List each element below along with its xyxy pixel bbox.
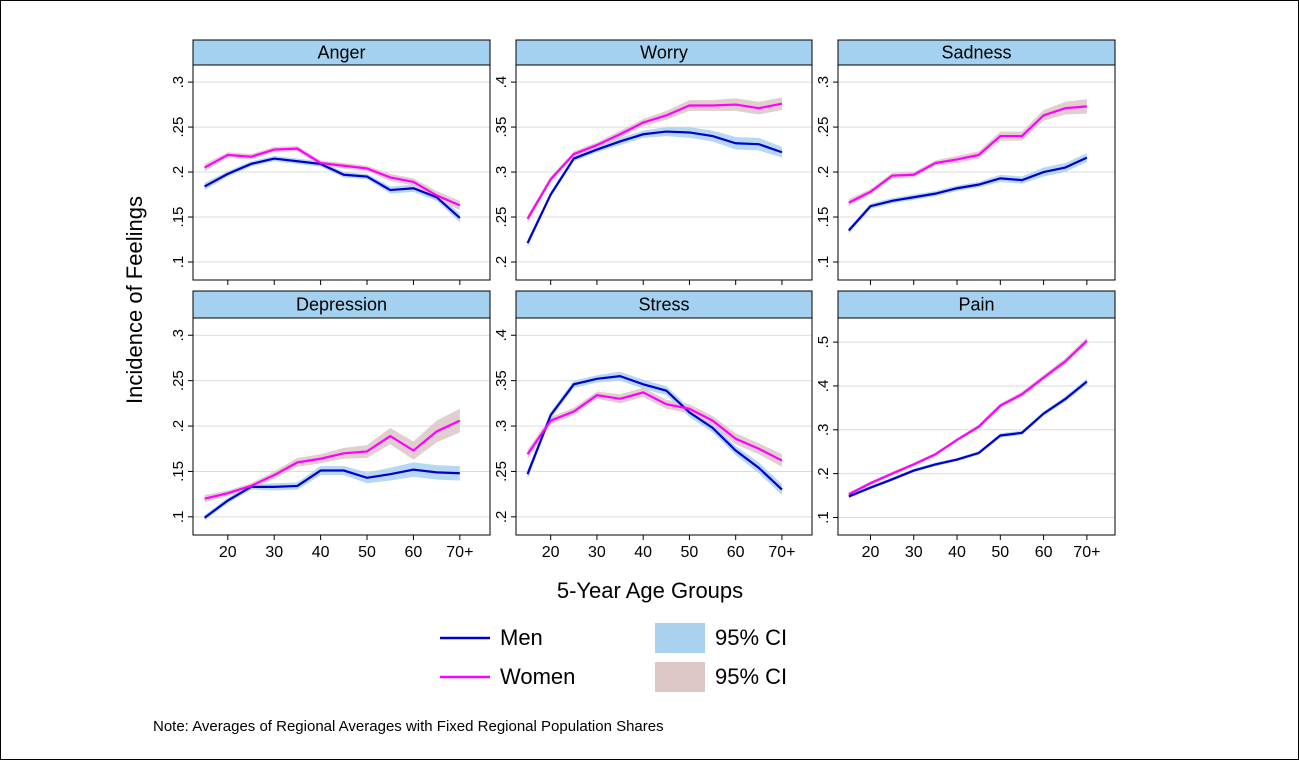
- panel-header: [837, 39, 1116, 66]
- y-tick-label: .5: [815, 336, 832, 349]
- line: [204, 147, 461, 207]
- x-tick-label: 60: [1035, 544, 1053, 561]
- ci-band: [204, 145, 460, 210]
- legend-label: Men: [500, 625, 543, 650]
- y-tick-label: .15: [170, 461, 187, 482]
- panel-title: Depression: [296, 294, 387, 314]
- plot-border: [515, 64, 813, 281]
- ci-band: [527, 97, 782, 223]
- y-tick-label: .1: [815, 511, 832, 524]
- y-tick-label: .1: [815, 256, 832, 269]
- panel-title: Stress: [638, 294, 689, 314]
- y-tick-label: .35: [493, 370, 510, 391]
- x-tick-label: 60: [405, 544, 423, 561]
- y-tick-label: .4: [493, 76, 510, 89]
- y-tick-label: .3: [493, 420, 510, 433]
- panel-title: Worry: [640, 42, 688, 62]
- y-tick-label: .35: [493, 117, 510, 138]
- x-tick-label: 40: [634, 544, 652, 561]
- line: [848, 380, 1088, 498]
- panel-header: [192, 290, 491, 319]
- line: [847, 156, 1088, 232]
- legend-swatch: [655, 623, 705, 653]
- y-tick-label: .25: [493, 461, 510, 482]
- y-tick-label: .2: [170, 166, 187, 179]
- legend-label: 95% CI: [715, 664, 787, 689]
- panel-header: [192, 39, 491, 66]
- line: [526, 130, 783, 244]
- note: Note: Averages of Regional Averages with…: [153, 718, 664, 735]
- line: [204, 419, 461, 500]
- line: [848, 339, 1088, 496]
- panel-header: [515, 39, 813, 66]
- y-tick-label: .1: [170, 256, 187, 269]
- y-tick-label: .3: [815, 76, 832, 89]
- ci-band: [527, 127, 782, 247]
- x-tick-label: 70+: [768, 544, 795, 561]
- y-tick-label: .2: [493, 511, 510, 524]
- plot-border: [192, 317, 491, 536]
- plot-border: [515, 317, 813, 536]
- x-tick-label: 20: [219, 544, 237, 561]
- panel-title: Pain: [958, 294, 994, 314]
- panel-header: [837, 290, 1116, 319]
- x-tick-label: 60: [727, 544, 745, 561]
- x-tick-label: 70+: [1073, 544, 1100, 561]
- y-tick-label: .3: [815, 424, 832, 437]
- x-tick-label: 50: [681, 544, 699, 561]
- y-tick-label: .2: [815, 166, 832, 179]
- x-tick-label: 50: [991, 544, 1009, 561]
- x-tick-label: 70+: [446, 544, 473, 561]
- x-axis-title: 5-Year Age Groups: [557, 578, 743, 603]
- y-tick-label: .3: [493, 166, 510, 179]
- x-tick-label: 40: [312, 544, 330, 561]
- plot-border: [837, 64, 1116, 281]
- panel-title: Sadness: [941, 42, 1011, 62]
- y-tick-label: .2: [170, 420, 187, 433]
- panel-header: [515, 290, 813, 319]
- y-tick-label: .2: [493, 256, 510, 269]
- y-tick-label: .2: [815, 467, 832, 480]
- x-tick-label: 30: [905, 544, 923, 561]
- y-tick-label: .25: [815, 117, 832, 138]
- line: [203, 468, 460, 519]
- y-tick-label: .25: [170, 370, 187, 391]
- line: [848, 105, 1087, 204]
- y-tick-label: .3: [170, 329, 187, 342]
- y-tick-label: .4: [493, 329, 510, 342]
- legend-swatch: [655, 662, 705, 692]
- x-tick-label: 40: [948, 544, 966, 561]
- y-tick-label: .25: [493, 207, 510, 228]
- plot-border: [837, 317, 1116, 536]
- y-tick-label: .15: [815, 207, 832, 228]
- x-tick-label: 20: [862, 544, 880, 561]
- y-axis-title: Incidence of Feelings: [122, 196, 147, 404]
- x-tick-label: 30: [588, 544, 606, 561]
- legend-label: Women: [500, 664, 575, 689]
- x-tick-label: 50: [358, 544, 376, 561]
- ci-band: [204, 462, 460, 521]
- plot-border: [192, 64, 491, 281]
- x-tick-label: 20: [542, 544, 560, 561]
- line: [526, 102, 783, 220]
- x-tick-label: 30: [265, 544, 283, 561]
- line: [204, 157, 461, 219]
- panel-title: Anger: [317, 42, 365, 62]
- y-tick-label: .25: [170, 117, 187, 138]
- line: [526, 391, 783, 462]
- y-tick-label: .4: [815, 380, 832, 393]
- legend-label: 95% CI: [715, 625, 787, 650]
- y-tick-label: .1: [170, 511, 187, 524]
- y-tick-label: .15: [170, 207, 187, 228]
- y-tick-label: .3: [170, 76, 187, 89]
- line: [526, 374, 783, 491]
